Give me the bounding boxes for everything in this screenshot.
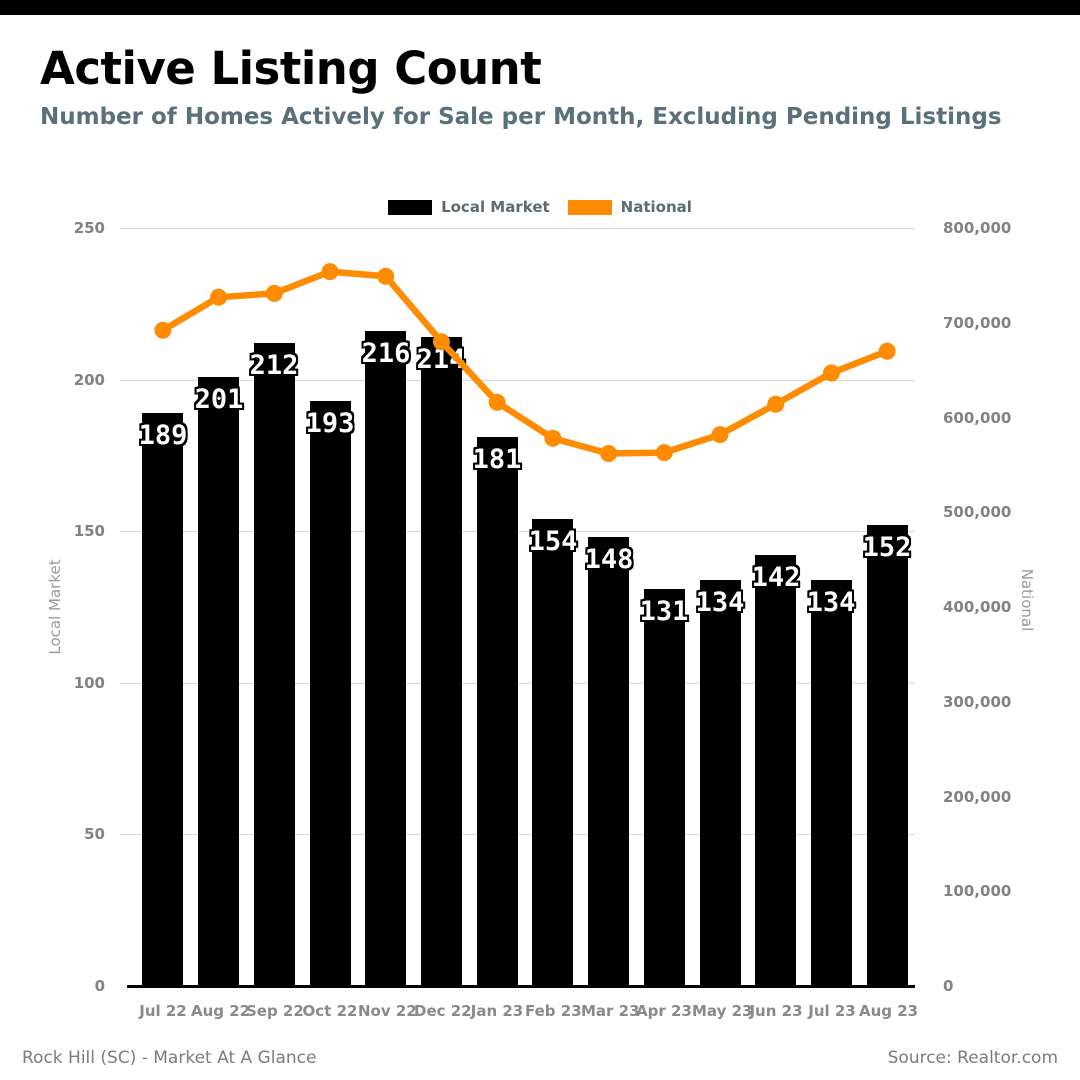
bar-sep-22 [254, 343, 295, 986]
footer-source-label: Source: Realtor.com [887, 1048, 1058, 1068]
legend-swatch-local-market [388, 199, 433, 215]
bar-apr-23 [644, 589, 685, 986]
legend: Local Market National [0, 198, 1080, 216]
left-axis-tick-label: 250 [73, 219, 105, 237]
x-tick-label: Jul 22 [139, 1002, 187, 1020]
h-gridline [120, 228, 915, 229]
x-tick-label: Feb 23 [525, 1002, 582, 1020]
legend-item-local-market: Local Market [388, 198, 550, 216]
national-point [711, 426, 729, 444]
right-axis-tick-label: 700,000 [943, 314, 1012, 332]
bar-value-label: 181 [472, 444, 522, 475]
chart-title: Active Listing Count [40, 42, 542, 95]
left-axis-tick-label: 0 [94, 977, 105, 995]
x-tick-label: Dec 22 [414, 1002, 472, 1020]
national-point [655, 444, 673, 462]
x-axis-line [127, 985, 915, 988]
bar-value-label: 154 [528, 526, 578, 557]
bar-aug-22 [198, 377, 239, 986]
right-axis-tick-label: 500,000 [943, 503, 1012, 521]
national-point [432, 333, 450, 351]
chart-subtitle: Number of Homes Actively for Sale per Mo… [40, 104, 1002, 130]
bar-value-label: 134 [806, 587, 856, 618]
right-axis-tick-label: 400,000 [943, 598, 1012, 616]
x-tick-label: Jan 23 [470, 1002, 524, 1020]
x-tick-label: Apr 23 [636, 1002, 692, 1020]
bar-dec-22 [421, 337, 462, 986]
national-point [822, 364, 840, 382]
bar-value-label: 193 [305, 408, 355, 439]
legend-item-national: National [567, 198, 692, 216]
footer-market-label: Rock Hill (SC) - Market At A Glance [22, 1048, 317, 1068]
national-line [159, 268, 891, 457]
left-axis-tick-label: 150 [73, 522, 105, 540]
left-axis-tick-label: 200 [73, 371, 105, 389]
national-point [878, 342, 896, 360]
x-tick-label: May 23 [692, 1002, 753, 1020]
bar-value-label: 189 [138, 420, 188, 451]
x-tick-label: Mar 23 [581, 1002, 640, 1020]
bar-mar-23 [588, 537, 629, 986]
left-axis-tick-label: 50 [84, 825, 105, 843]
bar-aug-23 [867, 525, 908, 986]
bar-value-label: 148 [584, 544, 634, 575]
bar-feb-23 [532, 519, 573, 986]
national-point [377, 267, 395, 285]
bar-value-label: 134 [695, 587, 745, 618]
national-point [154, 321, 172, 339]
national-point [210, 288, 228, 306]
national-point [321, 263, 339, 281]
legend-label: National [620, 198, 692, 216]
national-point [600, 445, 618, 462]
bar-value-label: 131 [639, 596, 689, 627]
legend-label: Local Market [441, 198, 550, 216]
right-axis-tick-label: 100,000 [943, 882, 1012, 900]
right-axis-tick-label: 300,000 [943, 693, 1012, 711]
right-axis-tick-label: 0 [943, 977, 954, 995]
bar-value-label: 216 [361, 338, 411, 369]
x-tick-label: Aug 22 [191, 1002, 251, 1020]
bar-may-23 [700, 580, 741, 986]
national-point [488, 393, 506, 411]
bar-nov-22 [365, 331, 406, 986]
x-tick-label: Sep 22 [246, 1002, 304, 1020]
bar-jul-22 [142, 413, 183, 986]
bar-value-label: 201 [194, 384, 244, 415]
x-tick-label: Jun 23 [749, 1002, 803, 1020]
left-axis-tick-label: 100 [73, 674, 105, 692]
x-tick-label: Oct 22 [302, 1002, 358, 1020]
bar-value-label: 212 [249, 350, 299, 381]
x-tick-label: Nov 22 [358, 1002, 417, 1020]
national-point [544, 429, 562, 447]
bar-jun-23 [755, 555, 796, 986]
right-axis-tick-label: 800,000 [943, 219, 1012, 237]
legend-swatch-national [567, 199, 612, 215]
national-point [265, 284, 283, 302]
h-gridline [120, 380, 915, 381]
x-tick-label: Aug 23 [859, 1002, 919, 1020]
x-tick-label: Jul 23 [808, 1002, 856, 1020]
top-accent-bar [0, 0, 1080, 15]
bar-value-label: 152 [862, 532, 912, 563]
right-axis-tick-label: 600,000 [943, 409, 1012, 427]
bar-value-label: 142 [751, 562, 801, 593]
bar-jul-23 [811, 580, 852, 986]
bar-oct-22 [310, 401, 351, 986]
right-axis-tick-label: 200,000 [943, 788, 1012, 806]
national-point [767, 395, 785, 413]
bar-jan-23 [477, 437, 518, 986]
